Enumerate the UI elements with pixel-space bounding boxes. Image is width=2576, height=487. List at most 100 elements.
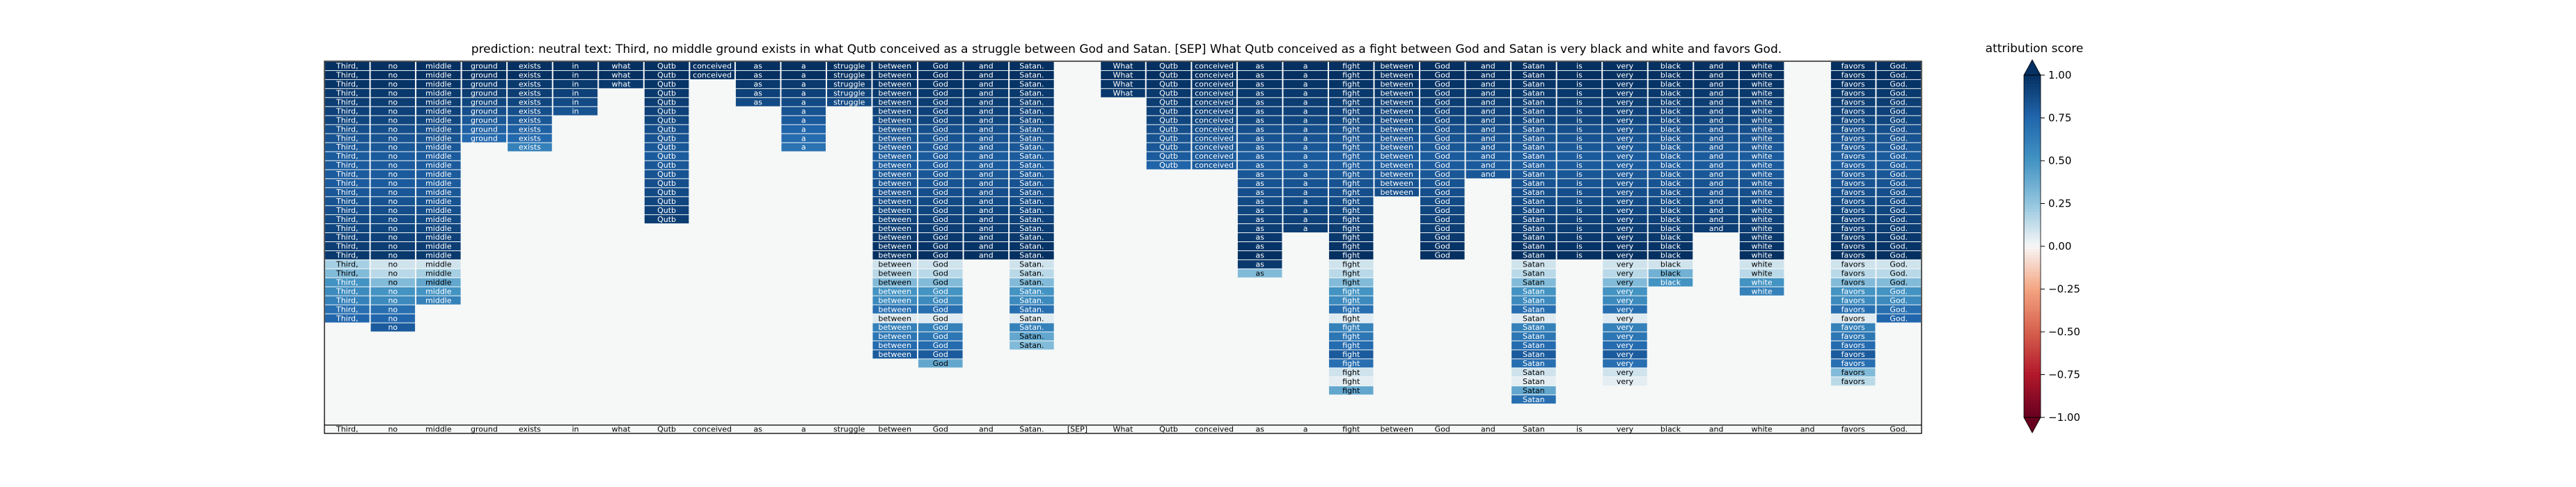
cell-token-label: God [1435,242,1450,251]
cell-token-label: is [1576,143,1582,152]
cell-token-label: Satan [1523,386,1545,395]
attribution-cell [1466,97,1511,106]
colorbar-tick-label: 1.00 [2048,69,2071,81]
cell-token-label: Satan. [1019,287,1044,296]
attribution-cell [1511,377,1556,386]
cell-token-label: black [1660,269,1681,278]
cell-token-label: and [979,143,994,152]
cell-token-label: and [1709,134,1724,143]
cell-token-label: Third, [336,80,359,89]
cell-token-label: Satan [1523,341,1545,350]
cell-token-label: is [1576,115,1582,125]
cell-token-label: struggle [833,80,865,89]
attribution-cell [1010,115,1054,125]
cell-token-label: God [1435,170,1450,179]
cell-token-label: Satan. [1019,323,1044,332]
cell-token-label: is [1576,106,1582,115]
cell-token-label: Satan. [1019,341,1044,350]
attribution-cell [644,106,689,115]
attribution-cell [1192,143,1236,152]
attribution-cell [1283,161,1328,170]
cell-token-label: and [979,179,994,188]
attribution-cell [1830,242,1876,250]
attribution-cell [1237,125,1282,134]
attribution-cell [1146,70,1191,79]
cell-token-label: between [1380,62,1413,71]
colorbar-segment [2024,369,2041,372]
cell-token-label: very [1617,332,1634,341]
attribution-cell [1876,233,1921,241]
cell-token-label: and [979,251,994,260]
attribution-cell [416,79,461,88]
cell-token-label: fight [1342,115,1360,125]
cell-token-label: favors [1841,71,1865,80]
cell-token-label: Satan [1523,161,1545,170]
colorbar-segment [2024,411,2041,415]
attribution-cell [1511,368,1556,377]
cell-token-label: God. [1890,188,1908,197]
attribution-cell [644,170,689,179]
colorbar-label: attribution score [1986,42,2084,56]
attribution-cell [1511,179,1556,188]
attribution-cell [964,233,1009,241]
cell-token-label: Satan [1523,115,1545,125]
attribution-cell [370,88,416,97]
cell-token-label: is [1576,62,1582,71]
chart-title: prediction: neutral text: Third, no midd… [471,42,1782,56]
attribution-cell [370,323,416,332]
attribution-cell [1511,233,1556,241]
colorbar-segment [2024,234,2041,239]
attribution-cell [1876,197,1921,206]
attribution-cell [1739,260,1784,269]
attribution-cell [872,224,918,233]
cell-token-label: favors [1841,97,1865,106]
cell-token-label: black [1660,152,1681,161]
attribution-cell [735,70,780,79]
colorbar-segment [2024,397,2041,401]
attribution-cell [1648,242,1693,250]
attribution-cell [964,161,1009,170]
cell-token-label: a [1303,179,1308,188]
cell-token-label: white [1752,97,1773,106]
attribution-cell [1648,179,1693,188]
attribution-cell [1010,233,1054,241]
cell-token-label: God [933,80,948,89]
cell-token-label: and [1481,161,1495,170]
cell-token-label: God [933,332,948,341]
cell-token-label: God. [1890,251,1908,260]
attribution-cell [1328,323,1374,332]
cell-token-label: Third, [336,251,359,260]
attribution-cell [325,62,370,70]
cell-token-label: Third, [336,260,359,269]
cell-token-label: no [388,80,398,89]
cell-token-label: is [1576,71,1582,80]
cell-token-label: Satan [1523,197,1545,206]
attribution-cell [826,79,872,88]
attribution-cell [1010,79,1054,88]
attribution-cell [1876,70,1921,79]
attribution-cell [872,79,918,88]
cell-token-label: white [1752,143,1773,152]
attribution-cell [1101,79,1145,88]
cell-token-label: a [1303,80,1308,89]
attribution-cell [872,350,918,359]
colorbar-segment [2024,97,2041,102]
cell-token-label: Third, [336,62,359,71]
attribution-cell [1694,106,1738,115]
cell-token-label: exists [519,80,541,89]
attribution-cell [918,161,963,170]
attribution-cell [1648,88,1693,97]
attribution-cell [1511,242,1556,250]
cell-token-label: Satan [1523,305,1545,314]
attribution-cell [370,287,416,296]
cell-token-label: and [979,170,994,179]
cell-token-label: between [1380,152,1413,161]
cell-token-label: between [1380,179,1413,188]
cell-token-label: what [612,62,631,71]
cell-token-label: conceived [693,71,732,80]
cell-token-label: middle [425,296,452,305]
attribution-cell [1739,152,1784,161]
attribution-cell [370,179,416,188]
cell-token-label: conceived [1195,80,1234,89]
attribution-cell [1420,79,1465,88]
